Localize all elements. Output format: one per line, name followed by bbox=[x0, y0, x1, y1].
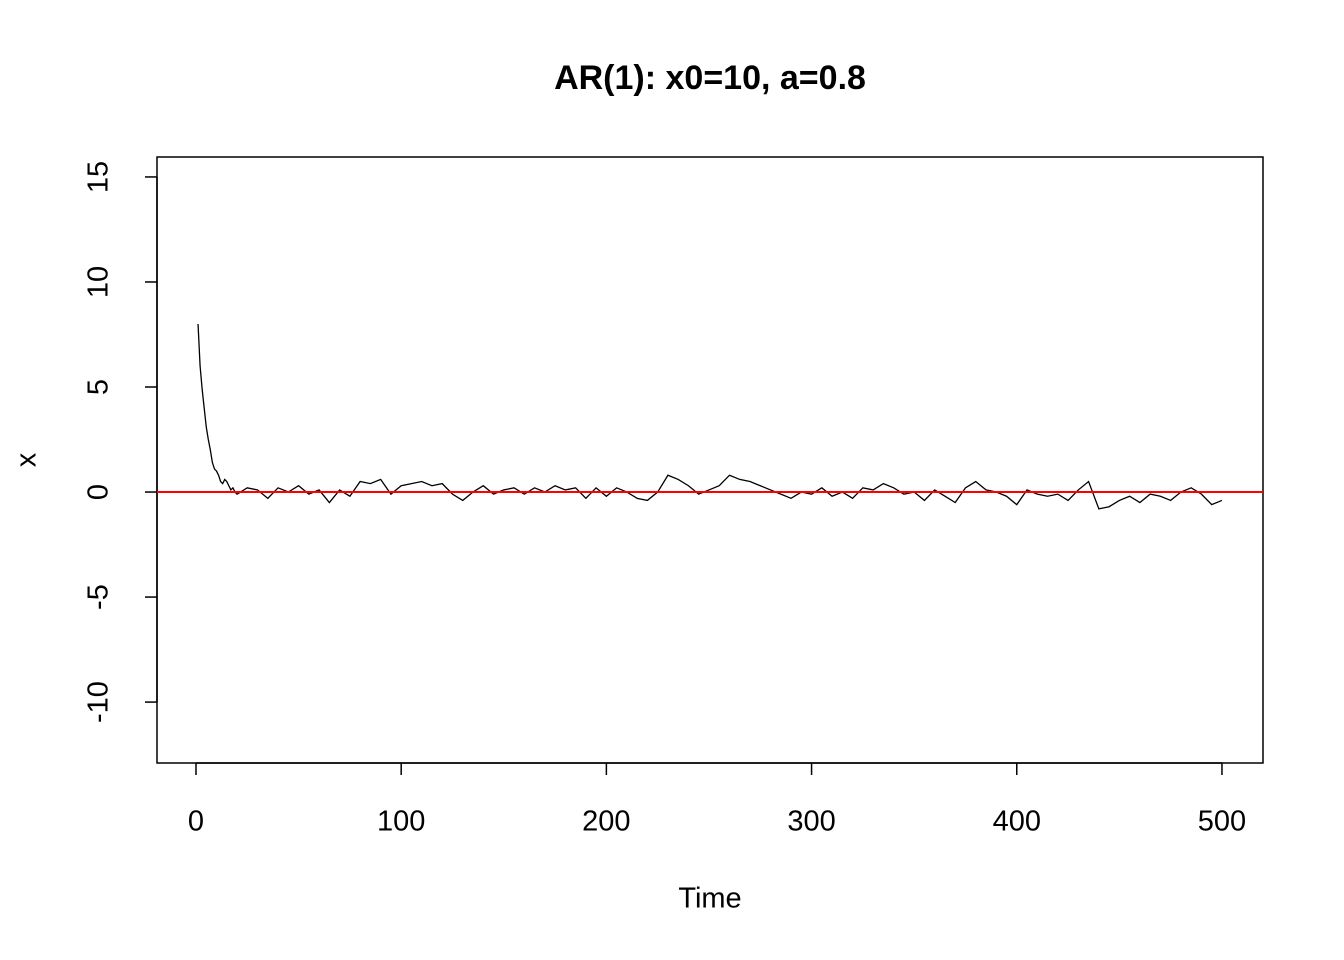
y-axis-label: x bbox=[11, 452, 43, 467]
y-tick-label: -10 bbox=[83, 681, 115, 723]
y-tick-label: 10 bbox=[83, 266, 115, 298]
x-tick-label: 400 bbox=[993, 806, 1041, 838]
x-tick-label: 0 bbox=[188, 806, 204, 838]
y-tick-label: 0 bbox=[83, 484, 115, 500]
x-tick-label: 300 bbox=[787, 806, 835, 838]
x-tick-label: 200 bbox=[582, 806, 630, 838]
series-line bbox=[197, 323, 1223, 510]
plot-frame bbox=[156, 156, 1264, 764]
x-axis-label: Time bbox=[678, 883, 741, 915]
chart-title: AR(1): x0=10, a=0.8 bbox=[554, 59, 866, 97]
y-tick-label: 5 bbox=[83, 379, 115, 395]
y-tick-label: -5 bbox=[83, 584, 115, 610]
x-tick-label: 500 bbox=[1198, 806, 1246, 838]
x-tick-label: 100 bbox=[377, 806, 425, 838]
y-tick-label: 15 bbox=[83, 161, 115, 193]
